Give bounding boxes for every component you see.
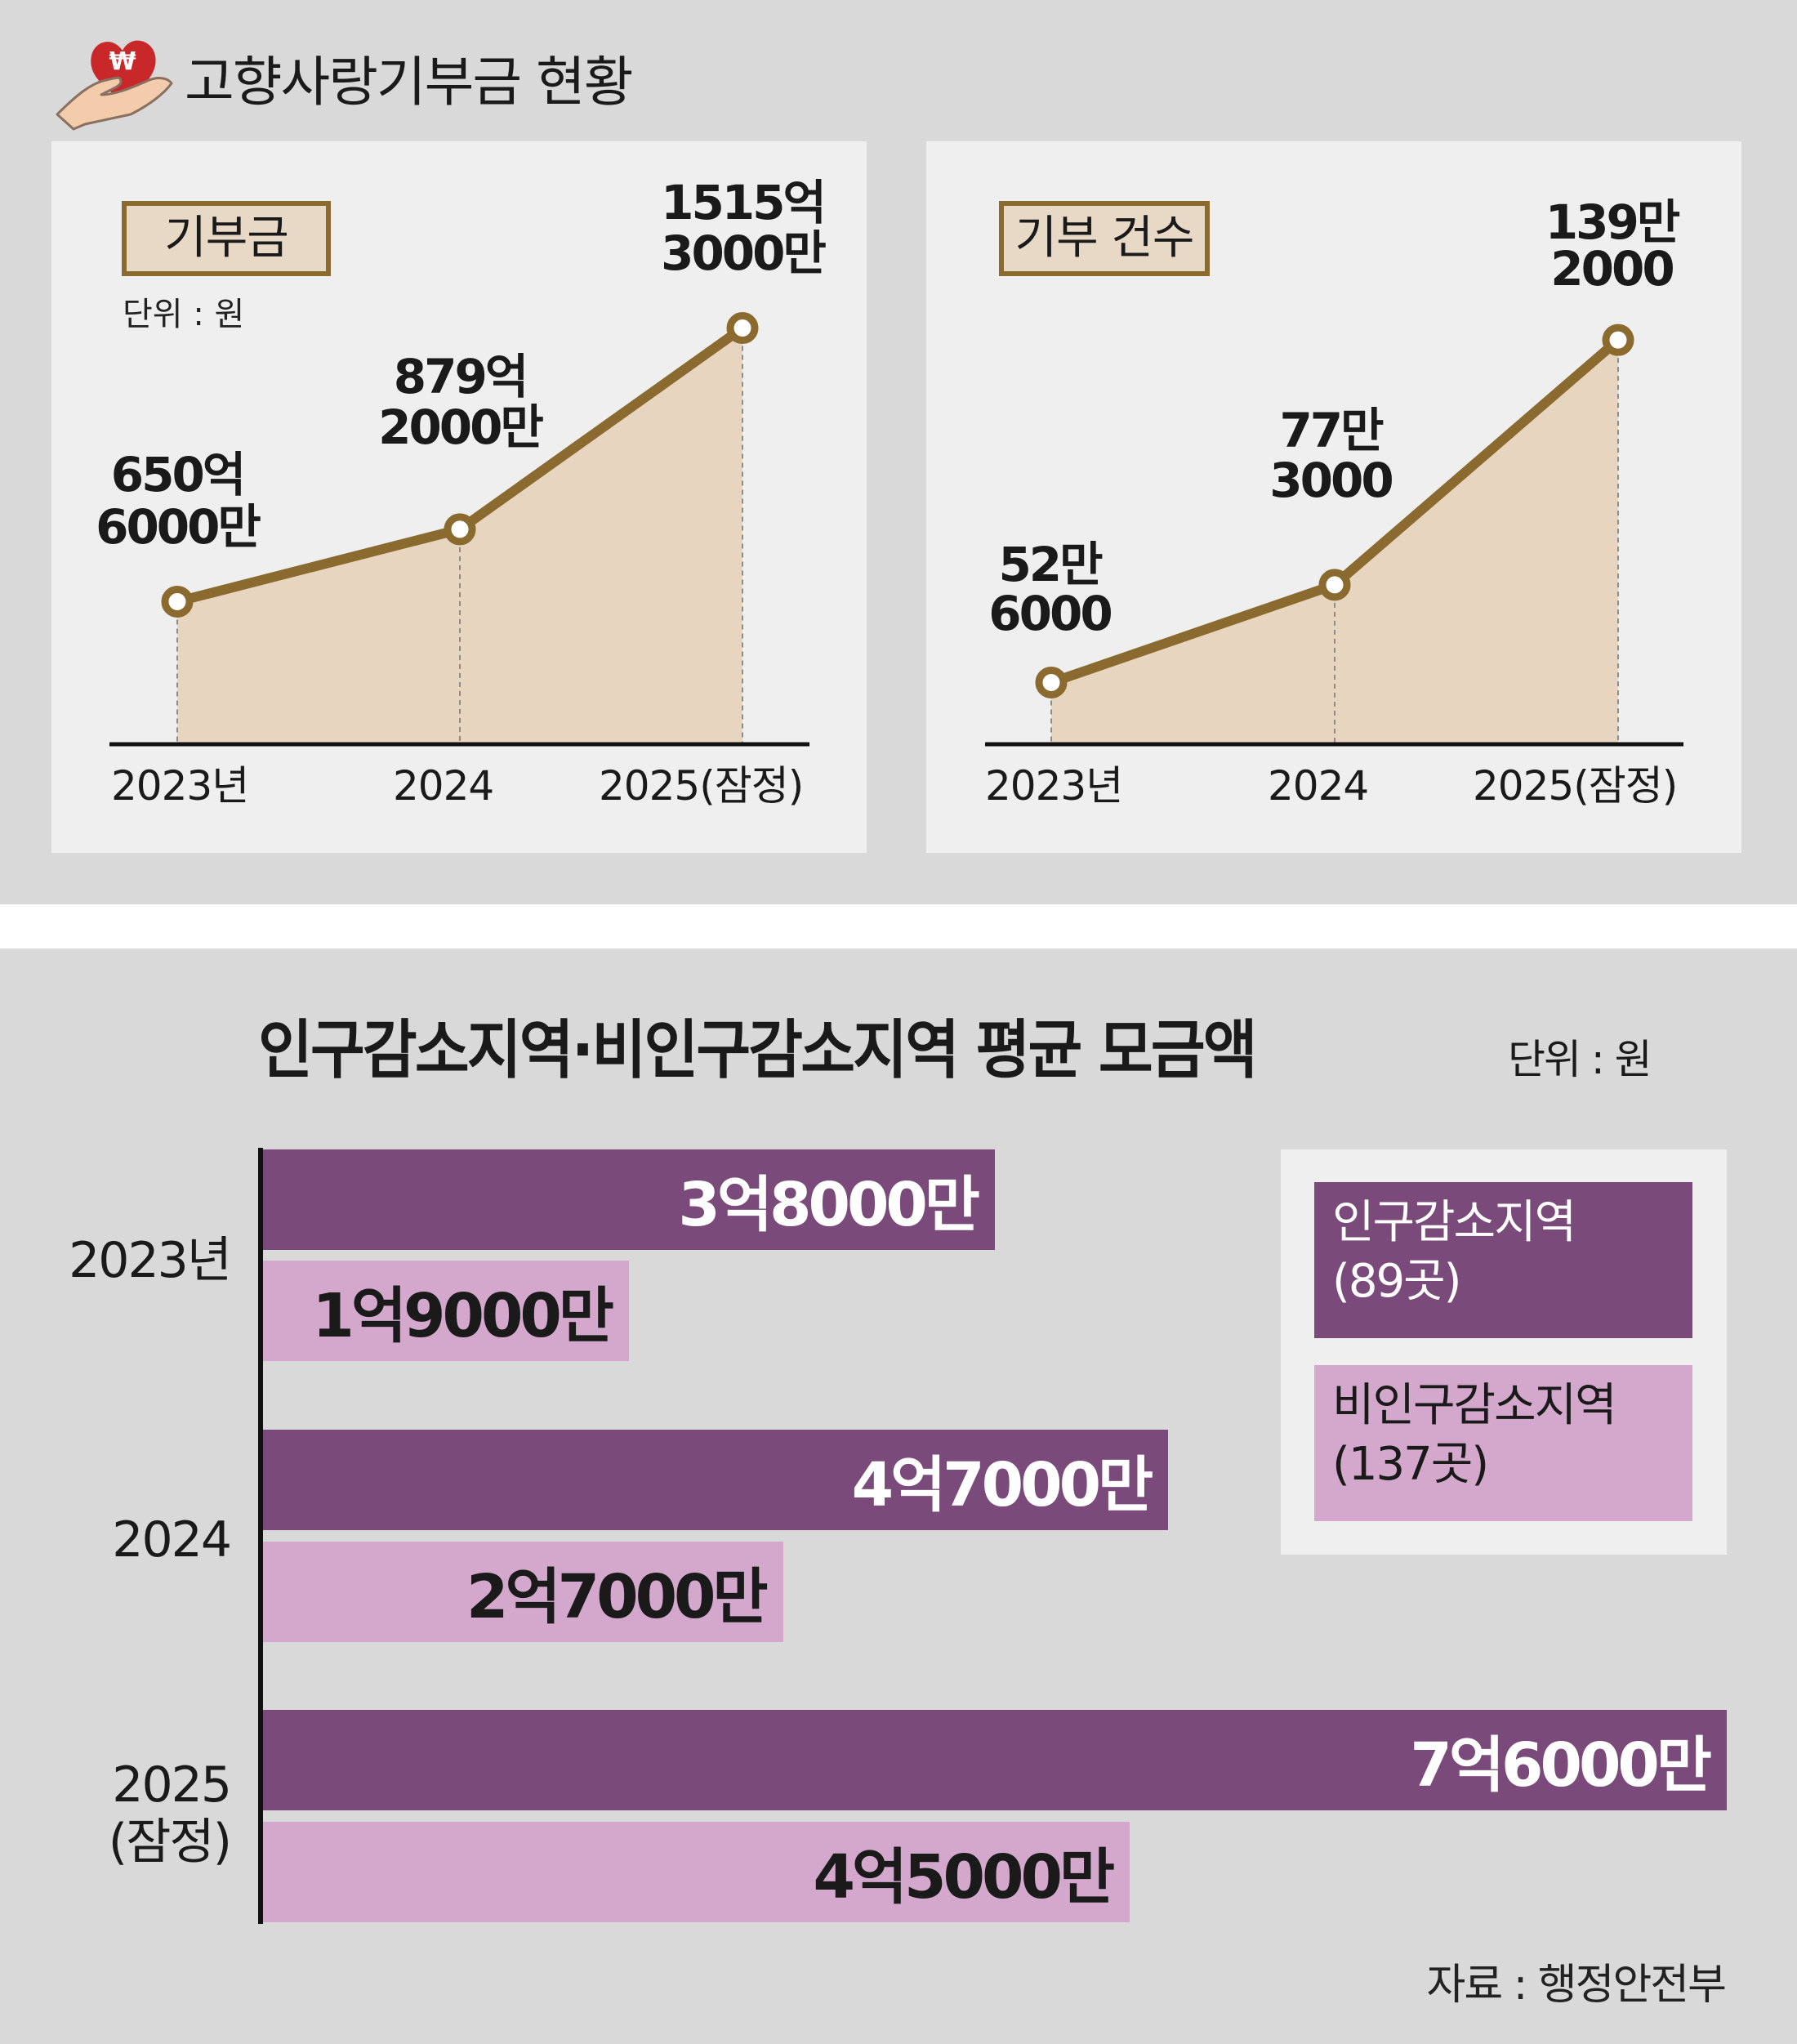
data-label-2024-line1: 879억	[393, 349, 528, 404]
bar-2023-declining: 3억8000만	[263, 1149, 995, 1250]
count-label-2025-line2: 2000	[1550, 241, 1674, 297]
bar-chart-axis	[258, 1148, 263, 1924]
legend-count: (137곳)	[1332, 1438, 1489, 1491]
x-tick-2023: 2023년	[111, 762, 249, 810]
source-note: 자료 : 행정안전부	[1426, 1961, 1727, 2010]
x-tick-2024: 2024	[393, 762, 494, 810]
legend: 인구감소지역 (89곳) 비인구감소지역 (137곳)	[1281, 1149, 1727, 1555]
white-divider-band	[0, 904, 1797, 948]
heart-hand-won-icon: ₩	[56, 40, 173, 131]
bar-2024-non-declining: 2억7000만	[263, 1542, 783, 1642]
legend-label: 인구감소지역	[1332, 1196, 1576, 1249]
data-label-2025-line1: 1515억	[661, 175, 827, 230]
count-label-2023-line2: 6000	[988, 586, 1113, 641]
data-label-2025-line2: 3000만	[661, 225, 827, 281]
bar-chart-unit: 단위 : 원	[1508, 1036, 1652, 1083]
legend-count: (89곳)	[1332, 1255, 1461, 1308]
x-tick-2024-count: 2024	[1268, 762, 1369, 810]
category-2024: 2024	[112, 1511, 232, 1569]
data-label-2024-line2: 2000만	[378, 399, 544, 455]
donation-amount-tag: 기부금	[122, 201, 331, 276]
bar-label: 4억7000만	[851, 1450, 1154, 1520]
bar-2023-non-declining: 1억9000만	[263, 1261, 629, 1361]
count-label-2024-line1: 77만	[1279, 403, 1384, 458]
donation-amount-unit: 단위 : 원	[123, 296, 245, 333]
bar-2024-declining: 4억7000만	[263, 1430, 1169, 1530]
legend-item-declining: 인구감소지역 (89곳)	[1314, 1182, 1692, 1338]
bar-label: 2억7000만	[466, 1562, 769, 1632]
x-tick-2025: 2025(잠정)	[599, 762, 804, 810]
bar-label: 3억8000만	[678, 1170, 980, 1240]
bar-2025-non-declining: 4억5000만	[263, 1822, 1130, 1922]
legend-label: 비인구감소지역	[1332, 1379, 1617, 1432]
category-2023: 2023년	[69, 1232, 232, 1289]
bar-label: 7억6000만	[1410, 1730, 1712, 1801]
legend-item-non-declining: 비인구감소지역 (137곳)	[1314, 1365, 1692, 1521]
count-label-2023-line1: 52만	[998, 537, 1103, 592]
donation-count-tag: 기부 건수	[999, 201, 1210, 276]
bar-label: 4억5000만	[813, 1842, 1115, 1912]
category-2025-provisional: (잠정)	[108, 1814, 232, 1871]
x-tick-2023-count: 2023년	[985, 762, 1123, 810]
count-label-2024-line2: 3000	[1269, 453, 1393, 508]
svg-text:₩: ₩	[109, 47, 136, 76]
bar-label: 1억9000만	[312, 1281, 614, 1351]
category-2025: 2025	[112, 1756, 232, 1814]
x-tick-2025-count: 2025(잠정)	[1473, 762, 1678, 810]
bar-chart-title: 인구감소지역·비인구감소지역 평균 모금액	[258, 1014, 1258, 1087]
main-title: 고향사랑기부금 현황	[185, 51, 633, 114]
data-label-2023-line2: 6000만	[96, 499, 261, 555]
data-label-2023-line1: 650억	[110, 447, 246, 502]
count-label-2025-line1: 139만	[1545, 194, 1680, 250]
bar-2025-declining: 7억6000만	[263, 1710, 1727, 1810]
